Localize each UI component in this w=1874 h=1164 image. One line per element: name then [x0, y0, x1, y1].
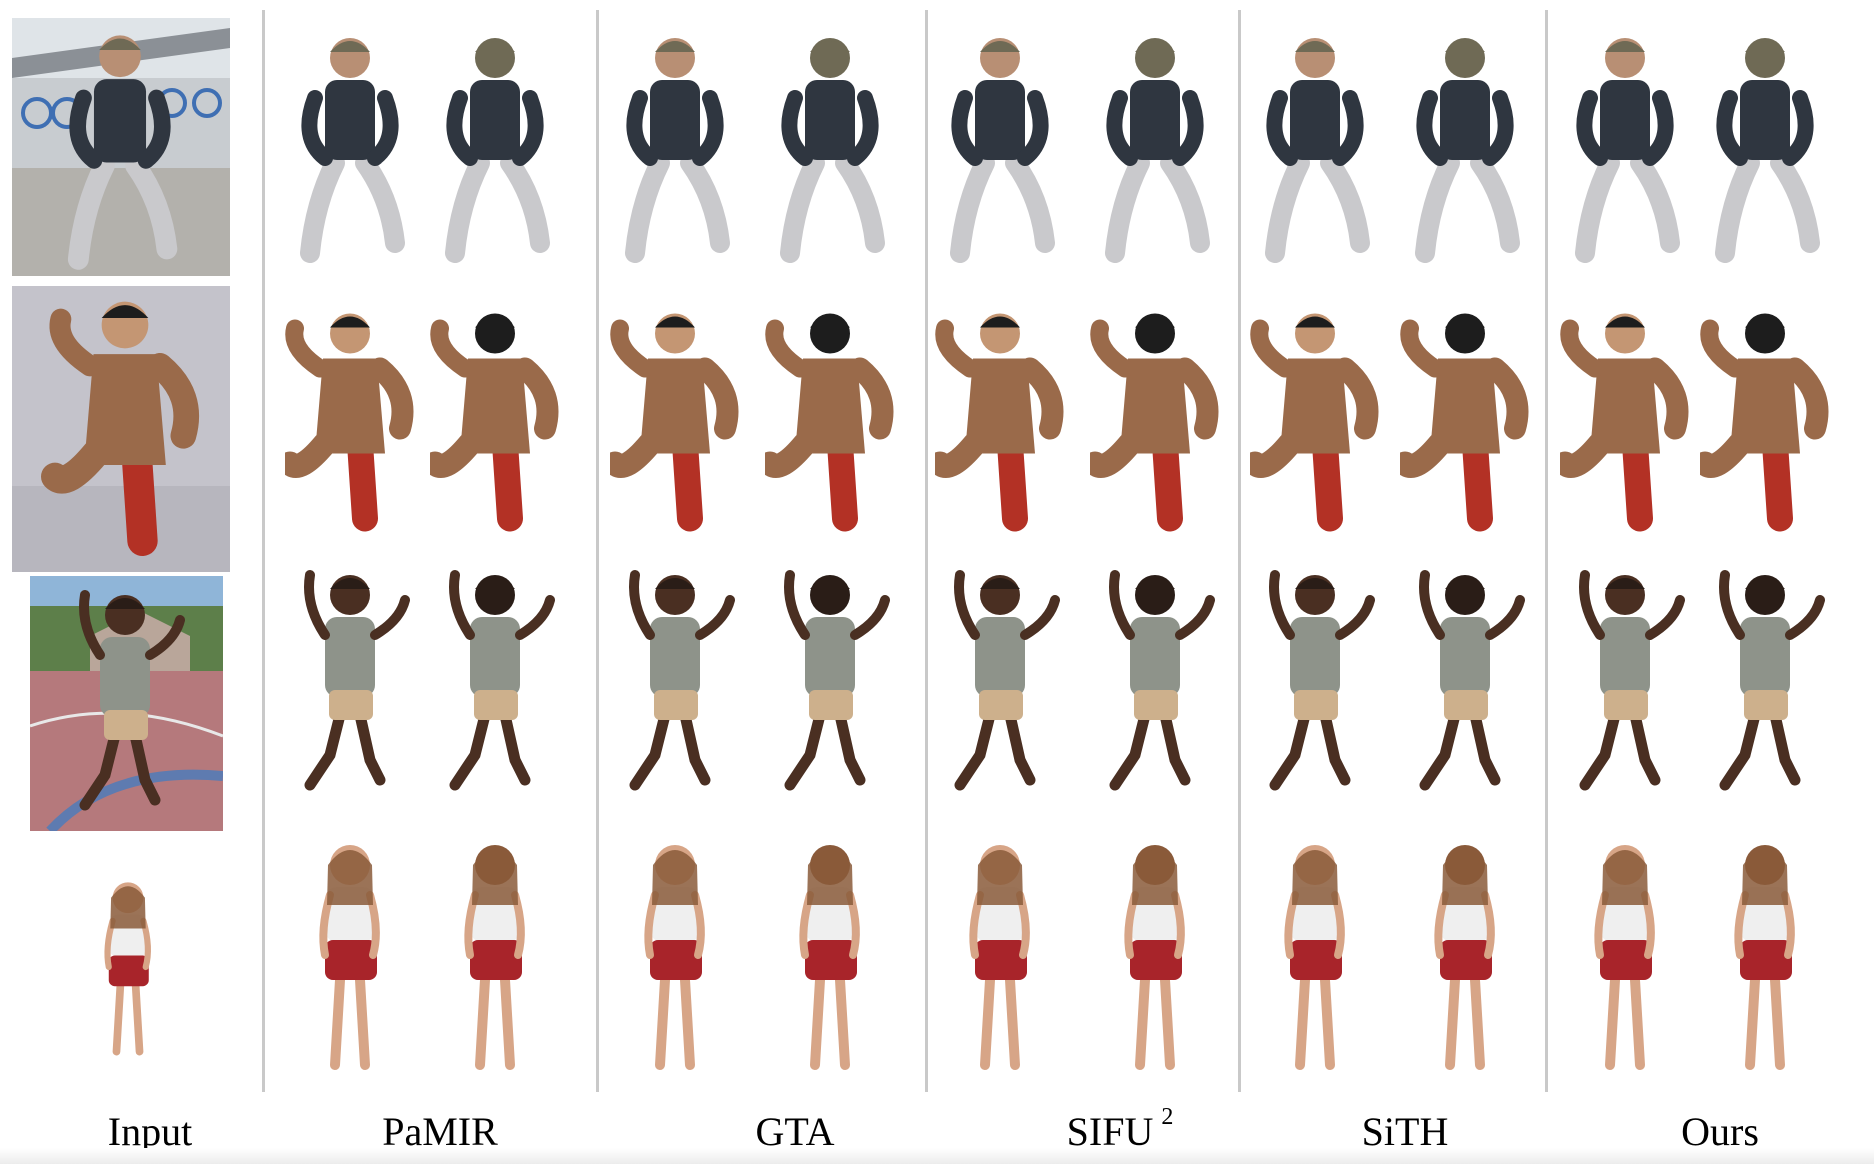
column-label-input: Input — [107, 1109, 193, 1154]
ours-back-view-row-1 — [1700, 18, 1830, 278]
column-label-ours: Ours — [1681, 1109, 1759, 1154]
input-subject-row-1 — [40, 25, 200, 275]
gta-front-view-row-3 — [610, 545, 740, 825]
pamir-back-view-row-2 — [430, 286, 560, 561]
column-label-sifu: SIFU 2 — [1066, 1104, 1174, 1154]
sifu-back-view-row-4 — [1090, 815, 1220, 1095]
sifu-front-view-row-4 — [935, 815, 1065, 1095]
ours-front-view-row-1 — [1560, 18, 1690, 278]
column-separator — [925, 10, 928, 1092]
input-subject-row-4 — [78, 842, 178, 1092]
sith-front-view-row-4 — [1250, 815, 1380, 1095]
gta-back-view-row-1 — [765, 18, 895, 278]
pamir-back-view-row-1 — [430, 18, 560, 278]
ours-front-view-row-2 — [1560, 286, 1690, 561]
gta-back-view-row-2 — [765, 286, 895, 561]
column-separator — [262, 10, 265, 1092]
ours-front-view-row-4 — [1560, 815, 1690, 1095]
pamir-front-view-row-4 — [285, 815, 415, 1095]
sifu-back-view-row-1 — [1090, 18, 1220, 278]
pamir-front-view-row-2 — [285, 286, 415, 561]
ours-back-view-row-4 — [1700, 815, 1830, 1095]
input-subject-row-3 — [60, 580, 190, 830]
sifu-front-view-row-3 — [935, 545, 1065, 825]
column-label-pamir: PaMIR — [382, 1109, 498, 1154]
sifu-front-view-row-1 — [935, 18, 1065, 278]
ours-back-view-row-2 — [1700, 286, 1830, 561]
ours-back-view-row-3 — [1700, 545, 1830, 825]
sith-front-view-row-1 — [1250, 18, 1380, 278]
column-separator — [1238, 10, 1241, 1092]
sifu-back-view-row-3 — [1090, 545, 1220, 825]
pamir-back-view-row-4 — [430, 815, 560, 1095]
pamir-front-view-row-3 — [285, 545, 415, 825]
column-label-sifu-superscript: 2 — [1161, 1104, 1174, 1130]
gta-front-view-row-4 — [610, 815, 740, 1095]
column-label-gta: GTA — [755, 1109, 835, 1154]
sith-back-view-row-4 — [1400, 815, 1530, 1095]
sith-front-view-row-3 — [1250, 545, 1380, 825]
gta-front-view-row-2 — [610, 286, 740, 561]
sith-back-view-row-3 — [1400, 545, 1530, 825]
sifu-back-view-row-2 — [1090, 286, 1220, 561]
input-subject-row-2 — [40, 290, 210, 570]
sith-back-view-row-1 — [1400, 18, 1530, 278]
pamir-front-view-row-1 — [285, 18, 415, 278]
gta-back-view-row-3 — [765, 545, 895, 825]
sith-front-view-row-2 — [1250, 286, 1380, 561]
sifu-front-view-row-2 — [935, 286, 1065, 561]
pamir-back-view-row-3 — [430, 545, 560, 825]
bottom-fade — [0, 1148, 1874, 1164]
gta-back-view-row-4 — [765, 815, 895, 1095]
column-separator — [596, 10, 599, 1092]
column-separator — [1545, 10, 1548, 1092]
ours-front-view-row-3 — [1560, 545, 1690, 825]
sith-back-view-row-2 — [1400, 286, 1530, 561]
gta-front-view-row-1 — [610, 18, 740, 278]
column-label-sith: SiTH — [1361, 1109, 1449, 1154]
